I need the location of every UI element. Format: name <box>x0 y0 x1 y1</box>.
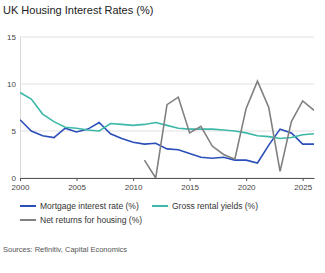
y-tick-label: 10 <box>7 80 16 89</box>
y-tick-label: 15 <box>7 33 16 42</box>
x-axis-line <box>21 178 315 179</box>
x-tick-label: 2000 <box>12 183 30 192</box>
x-tick: 2010 <box>125 178 143 192</box>
x-tick: 2020 <box>238 178 256 192</box>
y-axis: 051015 <box>7 33 20 183</box>
legend-label: Gross rental yields (%) <box>172 201 258 211</box>
source: Sources: Refinitiv, Capital Economics <box>3 245 127 254</box>
grid <box>20 37 314 178</box>
y-tick: 15 <box>7 33 20 42</box>
x-tick: 2015 <box>181 178 199 192</box>
x-tick-label: 2025 <box>294 183 312 192</box>
legend-label: Net returns for housing (%) <box>40 215 142 225</box>
legend-item: Net returns for housing (%) <box>20 215 142 225</box>
legend-swatch <box>20 219 36 221</box>
x-tick-mark <box>77 178 78 181</box>
x-tick-label: 2015 <box>181 183 199 192</box>
x-axis: 2000 2005 2010 2015 2020 2025 <box>12 178 315 192</box>
x-tick-mark <box>190 178 191 181</box>
grid-line <box>20 178 314 179</box>
y-tick: 5 <box>12 127 20 136</box>
legend-item: Gross rental yields (%) <box>152 201 258 211</box>
y-tick: 10 <box>7 80 20 89</box>
plot-area <box>20 81 314 178</box>
x-tick-label: 2010 <box>125 183 143 192</box>
x-tick-mark <box>303 178 304 181</box>
series-line <box>144 81 314 178</box>
chart: UK Housing Interest Rates (%)05101520002… <box>0 0 325 273</box>
grid-line <box>20 84 314 85</box>
legend-item: Mortgage interest rate (%) <box>20 201 139 211</box>
y-tick-label: 5 <box>12 127 17 136</box>
x-tick-label: 2005 <box>68 183 86 192</box>
x-tick: 2025 <box>294 178 312 192</box>
x-tick: 2000 <box>12 178 30 192</box>
y-axis-line <box>20 38 21 179</box>
x-tick: 2005 <box>68 178 86 192</box>
grid-line <box>20 37 314 38</box>
legend-swatch <box>20 205 36 207</box>
x-tick-mark <box>133 178 134 181</box>
x-tick-mark <box>246 178 247 181</box>
grid-line <box>20 131 314 132</box>
x-tick-label: 2020 <box>238 183 256 192</box>
x-tick-mark <box>20 178 21 181</box>
legend: Mortgage interest rate (%) Gross rental y… <box>20 201 258 225</box>
title: UK Housing Interest Rates (%) <box>3 4 153 16</box>
legend-label: Mortgage interest rate (%) <box>40 201 139 211</box>
legend-swatch <box>152 205 168 207</box>
